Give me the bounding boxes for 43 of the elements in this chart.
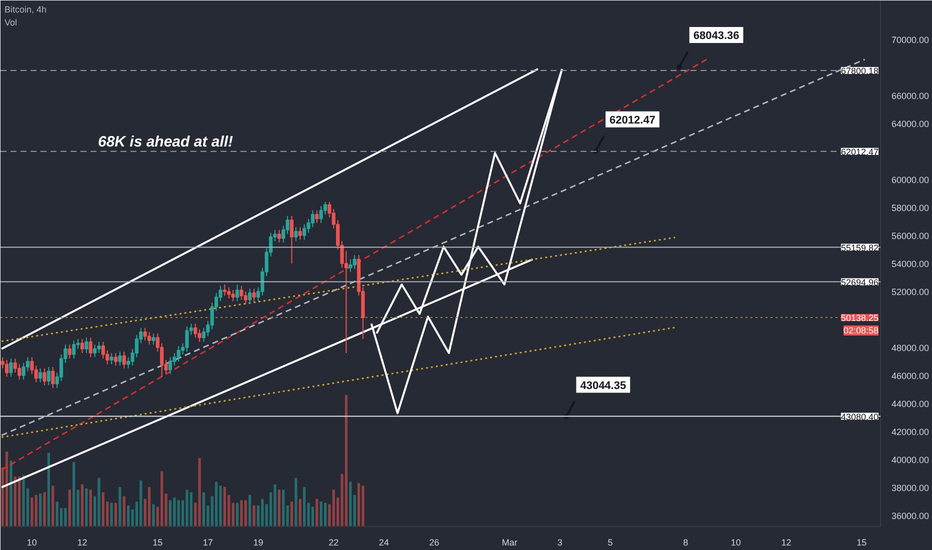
x-tick-label: 24	[378, 538, 389, 548]
x-tick-label: 26	[429, 538, 440, 548]
x-tick-label: 15	[152, 538, 163, 548]
x-tick-label: 15	[856, 538, 867, 548]
x-tick-label: Mar	[502, 538, 518, 548]
x-tick-label: 22	[328, 538, 339, 548]
y-tick-label: 70000.00	[892, 35, 930, 46]
annotation: 68043.36	[693, 30, 740, 42]
x-tick-label: 12	[781, 538, 792, 548]
ref-line-label: 50138.25	[840, 313, 879, 324]
y-tick-label: 40000.00	[892, 454, 930, 465]
y-tick-label: 42000.00	[892, 426, 930, 437]
y-tick-label: 38000.00	[892, 482, 930, 493]
text: Vol	[4, 18, 18, 28]
x-tick-label: 19	[253, 538, 264, 548]
x-tick-label: 17	[202, 538, 213, 548]
y-tick-label: 56000.00	[892, 231, 930, 242]
x-tick-label: 3	[557, 538, 562, 548]
y-tick-label: 58000.00	[892, 203, 930, 214]
y-tick-label: 54000.00	[892, 259, 930, 269]
y-tick-label: 44000.00	[892, 398, 930, 409]
ref-line-label: 55159.82	[840, 242, 879, 253]
y-tick-label: 46000.00	[892, 370, 930, 381]
annotation: 02:08:58	[843, 326, 879, 336]
x-tick-label: 12	[77, 538, 88, 548]
annotation: 68K is ahead at all!	[98, 134, 234, 150]
y-tick-label: 66000.00	[892, 91, 930, 102]
y-tick-label: 36000.00	[892, 510, 930, 521]
ref-line-label: 52694.96	[840, 277, 879, 288]
y-tick-label: 52000.00	[892, 286, 930, 297]
ref-line-label: 67800.18	[840, 66, 879, 76]
ref-line-label: 43080.40	[840, 412, 879, 422]
chart-title: Bitcoin, 4h	[4, 4, 47, 14]
y-tick-label: 64000.00	[892, 119, 930, 130]
annotation: 62012.47	[610, 114, 656, 126]
annotation: 43044.35	[580, 380, 626, 392]
y-tick-label: 48000.00	[892, 342, 930, 353]
x-tick-label: 10	[26, 538, 37, 548]
ref-line-label: 62012.47	[840, 146, 879, 157]
x-tick-label: 5	[608, 538, 613, 548]
y-tick-label: 60000.00	[892, 175, 930, 186]
x-tick-label: 10	[730, 538, 741, 548]
x-tick-label: 8	[683, 538, 688, 548]
